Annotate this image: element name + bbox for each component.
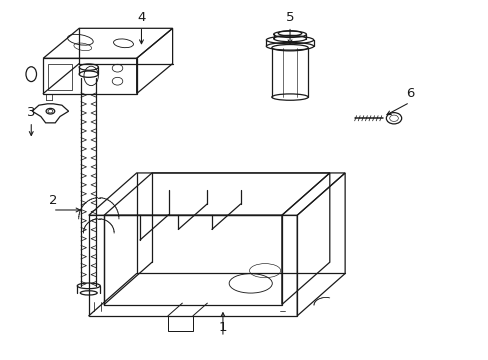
Text: 5: 5 [285, 11, 294, 24]
Text: 4: 4 [137, 11, 145, 24]
Text: 3: 3 [27, 106, 36, 119]
Text: 6: 6 [405, 86, 413, 100]
Text: 2: 2 [48, 194, 57, 207]
Text: 1: 1 [218, 321, 227, 334]
